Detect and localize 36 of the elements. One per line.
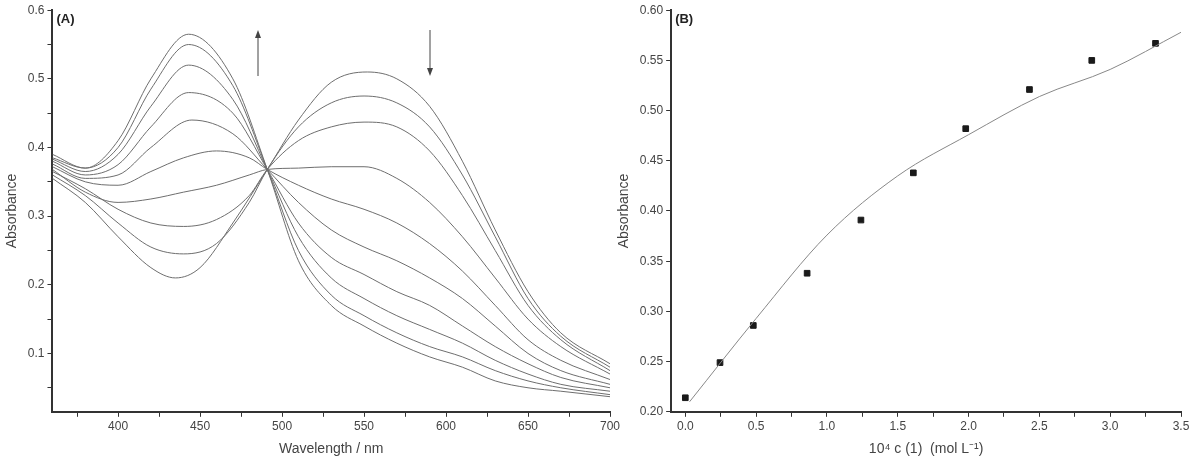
y-tick-label: 0.1 — [27, 345, 45, 360]
y-tick-label: 0.30 — [639, 303, 664, 318]
y-tick-label: 0.55 — [639, 52, 664, 67]
x-tick-label: 550 — [354, 419, 375, 434]
y-tick-label: 0.4 — [27, 139, 45, 154]
x-tick-label: 700 — [599, 419, 621, 434]
y-tick-label: 0.2 — [27, 277, 45, 292]
x-tick-label: 500 — [272, 419, 293, 434]
y-tick-label: 0.60 — [639, 2, 664, 17]
x-tick-label: 2.5 — [1031, 419, 1049, 434]
y-axis-title: Absorbance — [615, 173, 632, 249]
chart-title: (B) — [675, 11, 694, 27]
y-tick-label: 0.20 — [639, 404, 664, 419]
y-tick-label: 0.3 — [27, 208, 45, 223]
x-tick-label: 3.5 — [1172, 419, 1190, 434]
x-tick-label: 1.5 — [889, 419, 907, 434]
x-tick-label: 0.0 — [676, 419, 694, 434]
x-axis-title: 10⁴ c (1) (mol L⁻¹) — [868, 440, 984, 457]
y-tick-label: 0.50 — [639, 102, 664, 117]
x-tick-label: 2.0 — [960, 419, 978, 434]
y-tick-label: 0.25 — [639, 353, 664, 368]
x-tick-label: 600 — [436, 419, 457, 434]
x-tick-label: 400 — [108, 419, 129, 434]
x-tick-label: 450 — [190, 419, 211, 434]
y-axis-title: Absorbance — [3, 173, 20, 249]
x-tick-label: 3.0 — [1101, 419, 1119, 434]
x-tick-label: 650 — [518, 419, 539, 434]
x-tick-label: 1.0 — [818, 419, 836, 434]
chart-title: (A) — [56, 11, 75, 27]
y-tick-label: 0.5 — [27, 71, 45, 86]
y-tick-label: 0.6 — [27, 2, 45, 17]
x-axis-title: Wavelength / nm — [278, 440, 384, 457]
y-tick-label: 0.35 — [639, 253, 664, 268]
y-tick-label: 0.45 — [639, 153, 664, 168]
y-tick-label: 0.40 — [639, 203, 664, 218]
x-tick-label: 0.5 — [747, 419, 765, 434]
